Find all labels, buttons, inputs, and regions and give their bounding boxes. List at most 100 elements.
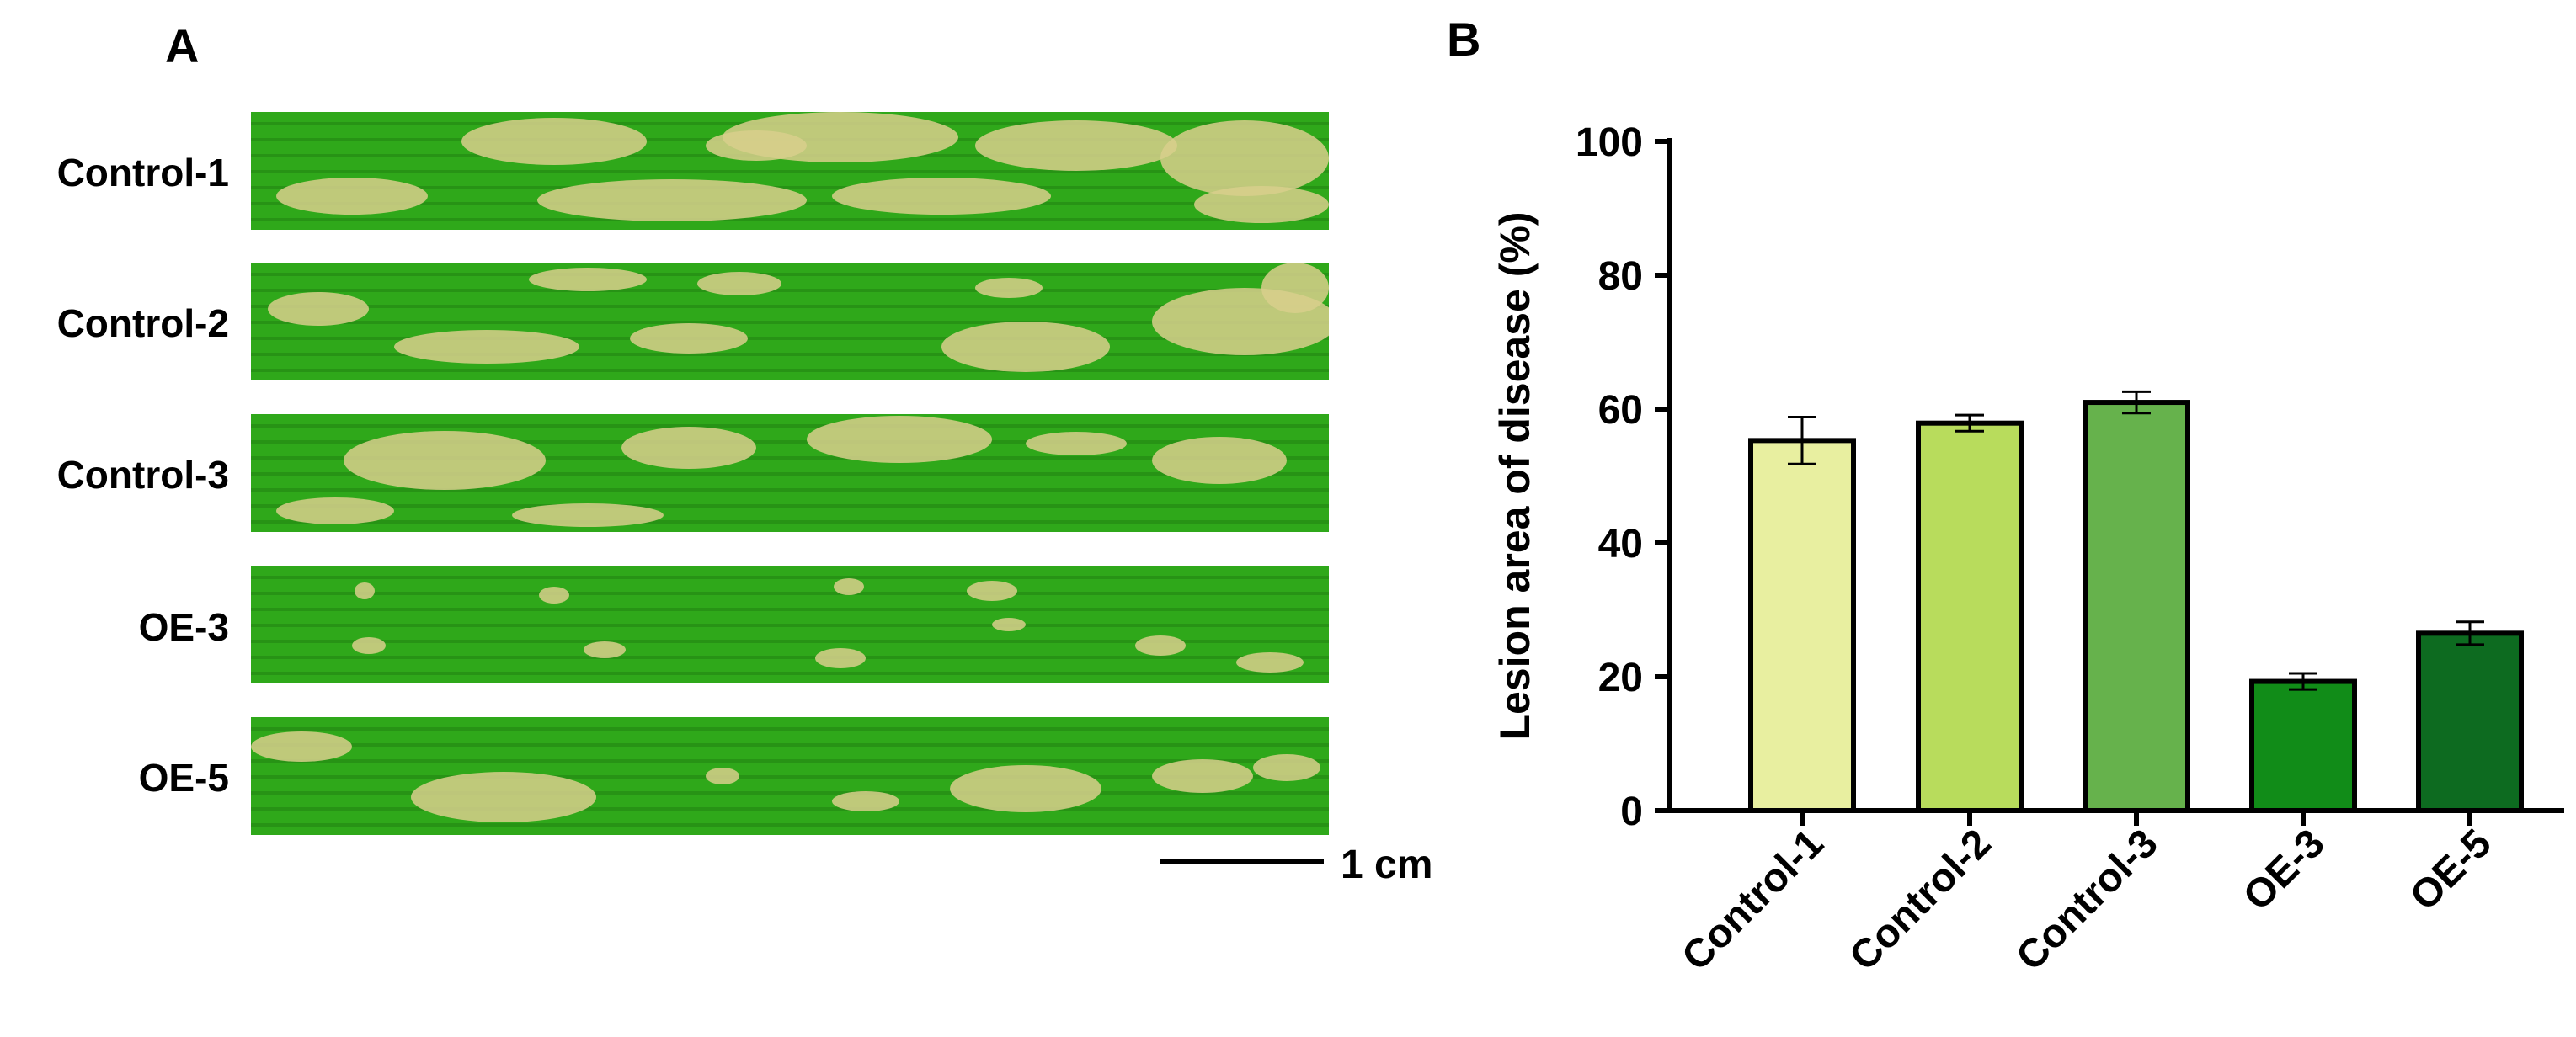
- lesion-spot: [1236, 652, 1304, 673]
- leaf-vein: [251, 576, 1329, 579]
- bar-oe-3: [2249, 678, 2357, 813]
- leaf-label-oe-5: OE-5: [138, 756, 229, 800]
- panel-b-label: B: [1447, 13, 1481, 66]
- lesion-spot: [1152, 759, 1253, 793]
- leaf-background: [251, 263, 1329, 380]
- leaf-label-control-1: Control-1: [56, 151, 229, 194]
- leaf-vein: [251, 305, 1329, 308]
- lesion-spot: [1152, 437, 1287, 484]
- lesion-spot: [461, 118, 647, 165]
- bar-control-1: [1748, 438, 1856, 813]
- leaf-vein: [251, 520, 1329, 524]
- lesion-spot: [344, 431, 546, 490]
- x-tick-label: Control-3: [2008, 821, 2166, 979]
- leaf-vein: [251, 775, 1329, 779]
- leaf-vein: [251, 640, 1329, 643]
- lesion-spot: [975, 278, 1043, 298]
- lesion-spot: [352, 637, 386, 654]
- lesion-spot: [529, 268, 647, 291]
- leaf-vein: [251, 807, 1329, 811]
- leaf-background: [251, 717, 1329, 835]
- lesion-spot: [1135, 635, 1186, 656]
- lesion-spot: [967, 581, 1017, 601]
- leaf-image-oe-5: [251, 717, 1329, 835]
- leaf-vein: [251, 672, 1329, 675]
- leaf-vein: [251, 456, 1329, 460]
- lesion-spot: [411, 772, 596, 822]
- lesion-spot: [706, 768, 739, 784]
- lesion-spot: [512, 503, 664, 527]
- bar-control-2: [1916, 420, 2024, 813]
- leaf-vein: [251, 743, 1329, 747]
- leaf-vein: [251, 488, 1329, 492]
- lesion-spot: [394, 330, 579, 364]
- lesion-spot: [268, 292, 369, 326]
- bar-control-3: [2083, 400, 2190, 813]
- y-tick-label: 40: [1598, 522, 1643, 566]
- leaf-vein: [251, 337, 1329, 340]
- leaf-image-control-1: [251, 112, 1329, 230]
- lesion-spot: [539, 587, 569, 604]
- bar-oe-5: [2416, 630, 2524, 814]
- lesion-spot: [975, 120, 1177, 171]
- leaf-label-oe-3: OE-3: [138, 605, 229, 649]
- y-axis-label: Lesion area of disease (%): [1491, 211, 1539, 740]
- leaf-label-control-2: Control-2: [56, 301, 229, 345]
- lesion-spot: [706, 130, 807, 161]
- scale-bar-label: 1 cm: [1341, 843, 1433, 887]
- lesion-spot: [1253, 754, 1320, 781]
- leaf-vein: [251, 440, 1329, 444]
- lesion-spot: [630, 323, 748, 354]
- lesion-spot: [584, 641, 626, 658]
- lesion-spot: [992, 618, 1026, 631]
- lesion-spot: [251, 731, 352, 762]
- lesion-spot: [276, 497, 394, 524]
- y-tick-label: 80: [1598, 254, 1643, 299]
- leaf-vein: [251, 353, 1329, 356]
- leaf-label-control-3: Control-3: [56, 453, 229, 497]
- y-tick-label: 20: [1598, 656, 1643, 700]
- leaf-background: [251, 566, 1329, 683]
- y-tick-label: 100: [1576, 120, 1643, 165]
- lesion-spot: [537, 179, 807, 221]
- lesion-spot: [621, 427, 756, 469]
- leaf-image-oe-3: [251, 566, 1329, 683]
- leaf-vein: [251, 289, 1329, 292]
- y-tick-label: 0: [1620, 790, 1643, 834]
- leaf-vein: [251, 369, 1329, 372]
- lesion-spot: [1261, 263, 1329, 313]
- lesion-spot: [815, 648, 866, 668]
- lesion-spot: [950, 765, 1101, 812]
- lesion-spot: [1026, 432, 1127, 455]
- leaf-vein: [251, 727, 1329, 731]
- y-tick-label: 60: [1598, 388, 1643, 433]
- lesion-spot: [832, 178, 1051, 215]
- leaf-vein: [251, 791, 1329, 795]
- leaf-vein: [251, 472, 1329, 476]
- leaf-vein: [251, 186, 1329, 189]
- lesion-spot: [276, 178, 428, 215]
- lesion-spot: [1194, 186, 1329, 223]
- lesion-spot: [832, 791, 899, 811]
- leaf-vein: [251, 424, 1329, 428]
- x-tick-label: Control-1: [1673, 821, 1832, 979]
- leaf-vein: [251, 759, 1329, 763]
- leaf-vein: [251, 592, 1329, 595]
- x-tick-label: OE-3: [2235, 821, 2333, 919]
- lesion-spot: [697, 272, 781, 295]
- leaf-image-control-3: [251, 414, 1329, 532]
- leaf-vein: [251, 504, 1329, 508]
- panel-a-label: A: [165, 19, 200, 72]
- leaf-vein: [251, 170, 1329, 173]
- leaf-vein: [251, 218, 1329, 221]
- leaf-vein: [251, 273, 1329, 276]
- lesion-spot: [355, 582, 375, 599]
- leaf-vein: [251, 321, 1329, 324]
- lesion-spot: [807, 416, 992, 463]
- lesion-spot: [941, 322, 1110, 372]
- leaf-vein: [251, 656, 1329, 659]
- lesion-spot: [1160, 120, 1329, 196]
- scale-bar: [1160, 859, 1324, 864]
- leaf-vein: [251, 823, 1329, 827]
- leaf-vein: [251, 624, 1329, 627]
